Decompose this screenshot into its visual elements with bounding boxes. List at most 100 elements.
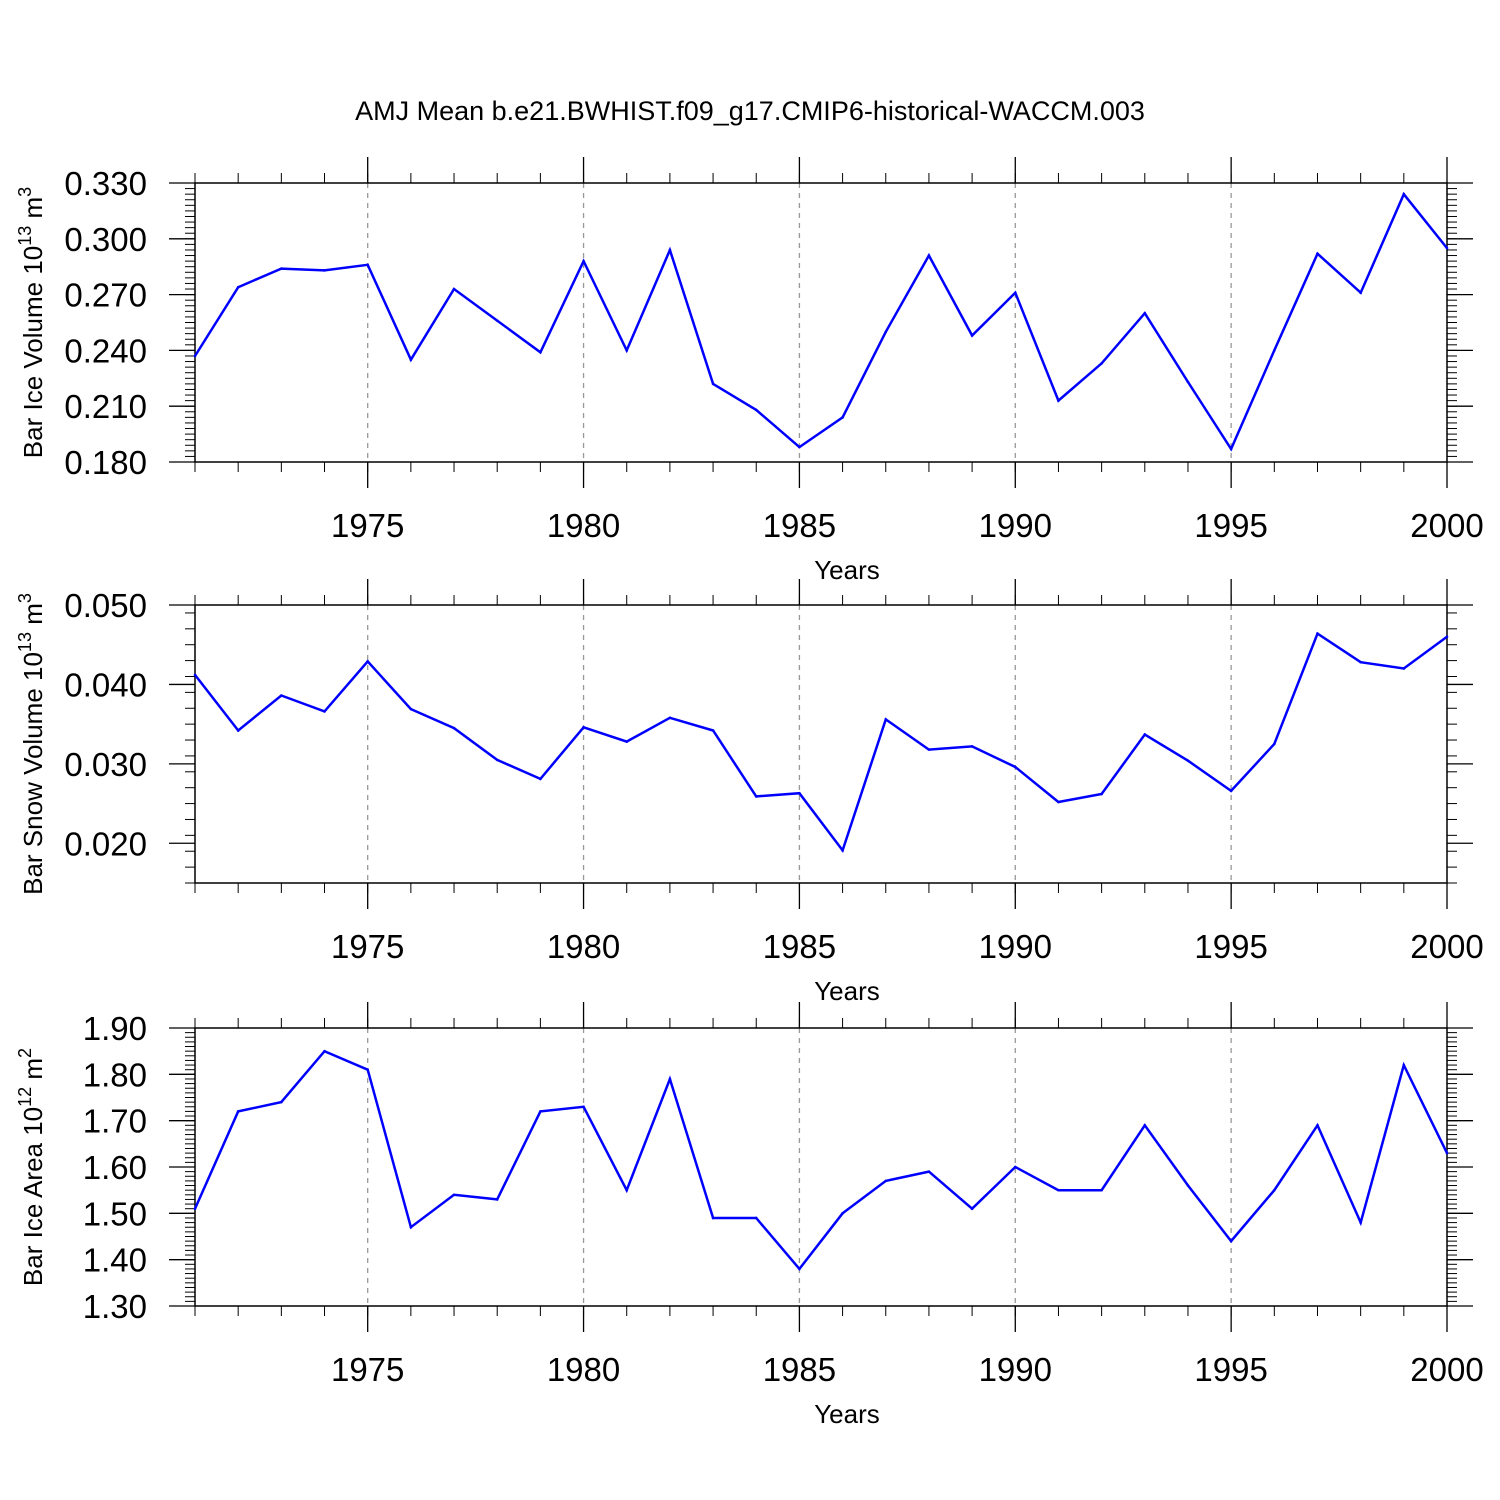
data-point	[841, 416, 844, 419]
data-point	[754, 795, 758, 798]
data-point	[754, 1216, 758, 1220]
data-point	[1100, 792, 1103, 796]
data-point	[1316, 632, 1319, 635]
y-axis-title: Bar Snow Volume 1013 m3	[15, 593, 48, 895]
data-point	[1273, 1188, 1276, 1192]
data-point	[1229, 789, 1233, 793]
x-axis-title: Years	[814, 1399, 880, 1429]
data-point	[1359, 660, 1362, 664]
data-point	[927, 1170, 931, 1173]
data-point	[409, 707, 413, 711]
y-tick-label: 0.040	[64, 666, 147, 703]
data-point	[323, 269, 326, 272]
data-point	[1445, 246, 1449, 250]
data-point	[1316, 252, 1319, 255]
data-point	[625, 349, 629, 352]
data-point	[798, 1267, 801, 1271]
data-point	[280, 1100, 283, 1104]
y-tick-label: 1.40	[83, 1242, 147, 1279]
data-point	[539, 350, 542, 354]
x-tick-label: 1975	[331, 928, 404, 965]
data-point	[539, 1110, 542, 1113]
plot-frame	[194, 604, 1448, 884]
y-tick-label: 0.300	[64, 221, 147, 258]
data-point	[236, 729, 240, 732]
x-tick-label: 1990	[979, 507, 1052, 544]
data-point	[711, 382, 715, 386]
x-tick-label: 1980	[547, 507, 620, 544]
y-tick-label: 0.030	[64, 746, 147, 783]
data-point	[323, 1049, 326, 1053]
data-point	[495, 758, 499, 762]
data-point	[798, 791, 801, 795]
x-tick-label: 1985	[763, 928, 836, 965]
data-point	[582, 726, 585, 729]
y-tick-label: 0.210	[64, 388, 147, 425]
data-point	[711, 729, 715, 732]
data-point	[1402, 192, 1406, 196]
y-tick-label: 1.90	[83, 1010, 147, 1047]
chart-title: AMJ Mean b.e21.BWHIST.f09_g17.CMIP6-hist…	[355, 96, 1145, 126]
y-tick-label: 0.050	[64, 587, 147, 624]
x-tick-label: 1975	[331, 1351, 404, 1388]
x-tick-label: 1995	[1194, 928, 1267, 965]
data-point	[1273, 349, 1276, 352]
data-point	[1013, 291, 1017, 295]
data-point	[1143, 1124, 1147, 1127]
data-point	[625, 1188, 629, 1192]
data-point	[1057, 1188, 1060, 1192]
data-point	[1057, 399, 1060, 402]
data-point	[366, 1068, 369, 1071]
x-tick-label: 1995	[1194, 1351, 1267, 1388]
data-point	[280, 694, 283, 697]
x-axis-title: Years	[814, 555, 880, 585]
y-tick-label: 1.50	[83, 1195, 147, 1232]
y-tick-label: 0.330	[64, 165, 147, 202]
data-point	[841, 849, 844, 852]
y-tick-label: 1.70	[83, 1103, 147, 1140]
data-point	[1013, 1165, 1017, 1169]
data-point	[539, 777, 542, 781]
data-point	[452, 287, 456, 291]
data-point	[236, 1110, 240, 1113]
data-point	[625, 740, 629, 743]
data-point	[1186, 759, 1190, 762]
data-point	[754, 408, 758, 412]
data-point	[884, 718, 888, 721]
data-point	[970, 1207, 974, 1210]
chart-panel-3: 1975 1980 1985 1990 1995 2000 1.30 1.40 1.50 1.60…	[15, 1002, 1484, 1429]
data-point	[366, 660, 369, 663]
data-point	[1143, 733, 1147, 736]
data-point	[236, 285, 240, 289]
data-point	[582, 259, 585, 263]
plot-frame	[194, 1027, 1448, 1307]
data-point	[193, 354, 197, 358]
y-tick-label: 0.180	[64, 444, 147, 481]
data-point	[193, 1207, 197, 1210]
data-point	[1186, 380, 1190, 384]
data-point	[1057, 800, 1060, 804]
data-point	[452, 1193, 456, 1197]
data-point	[927, 254, 931, 257]
y-tick-label: 0.020	[64, 825, 147, 862]
data-point	[1402, 1063, 1406, 1067]
data-point	[1316, 1124, 1319, 1127]
x-tick-label: 1980	[547, 1351, 620, 1388]
series-line	[193, 191, 1448, 452]
data-point	[711, 1216, 715, 1220]
data-point	[1273, 742, 1276, 746]
data-point	[884, 1179, 888, 1183]
data-point	[1229, 1239, 1233, 1243]
y-axis-title: Bar Ice Area 1012 m2	[15, 1048, 48, 1286]
data-point	[409, 1225, 413, 1229]
x-tick-label: 1995	[1194, 507, 1267, 544]
x-tick-label: 1985	[763, 507, 836, 544]
y-tick-label: 1.80	[83, 1056, 147, 1093]
data-point	[1013, 765, 1017, 769]
x-tick-label: 1975	[331, 507, 404, 544]
x-tick-label: 1990	[979, 1351, 1052, 1388]
data-point	[884, 330, 888, 334]
data-point	[1445, 1151, 1449, 1155]
data-point	[668, 248, 672, 252]
data-point	[668, 716, 672, 720]
